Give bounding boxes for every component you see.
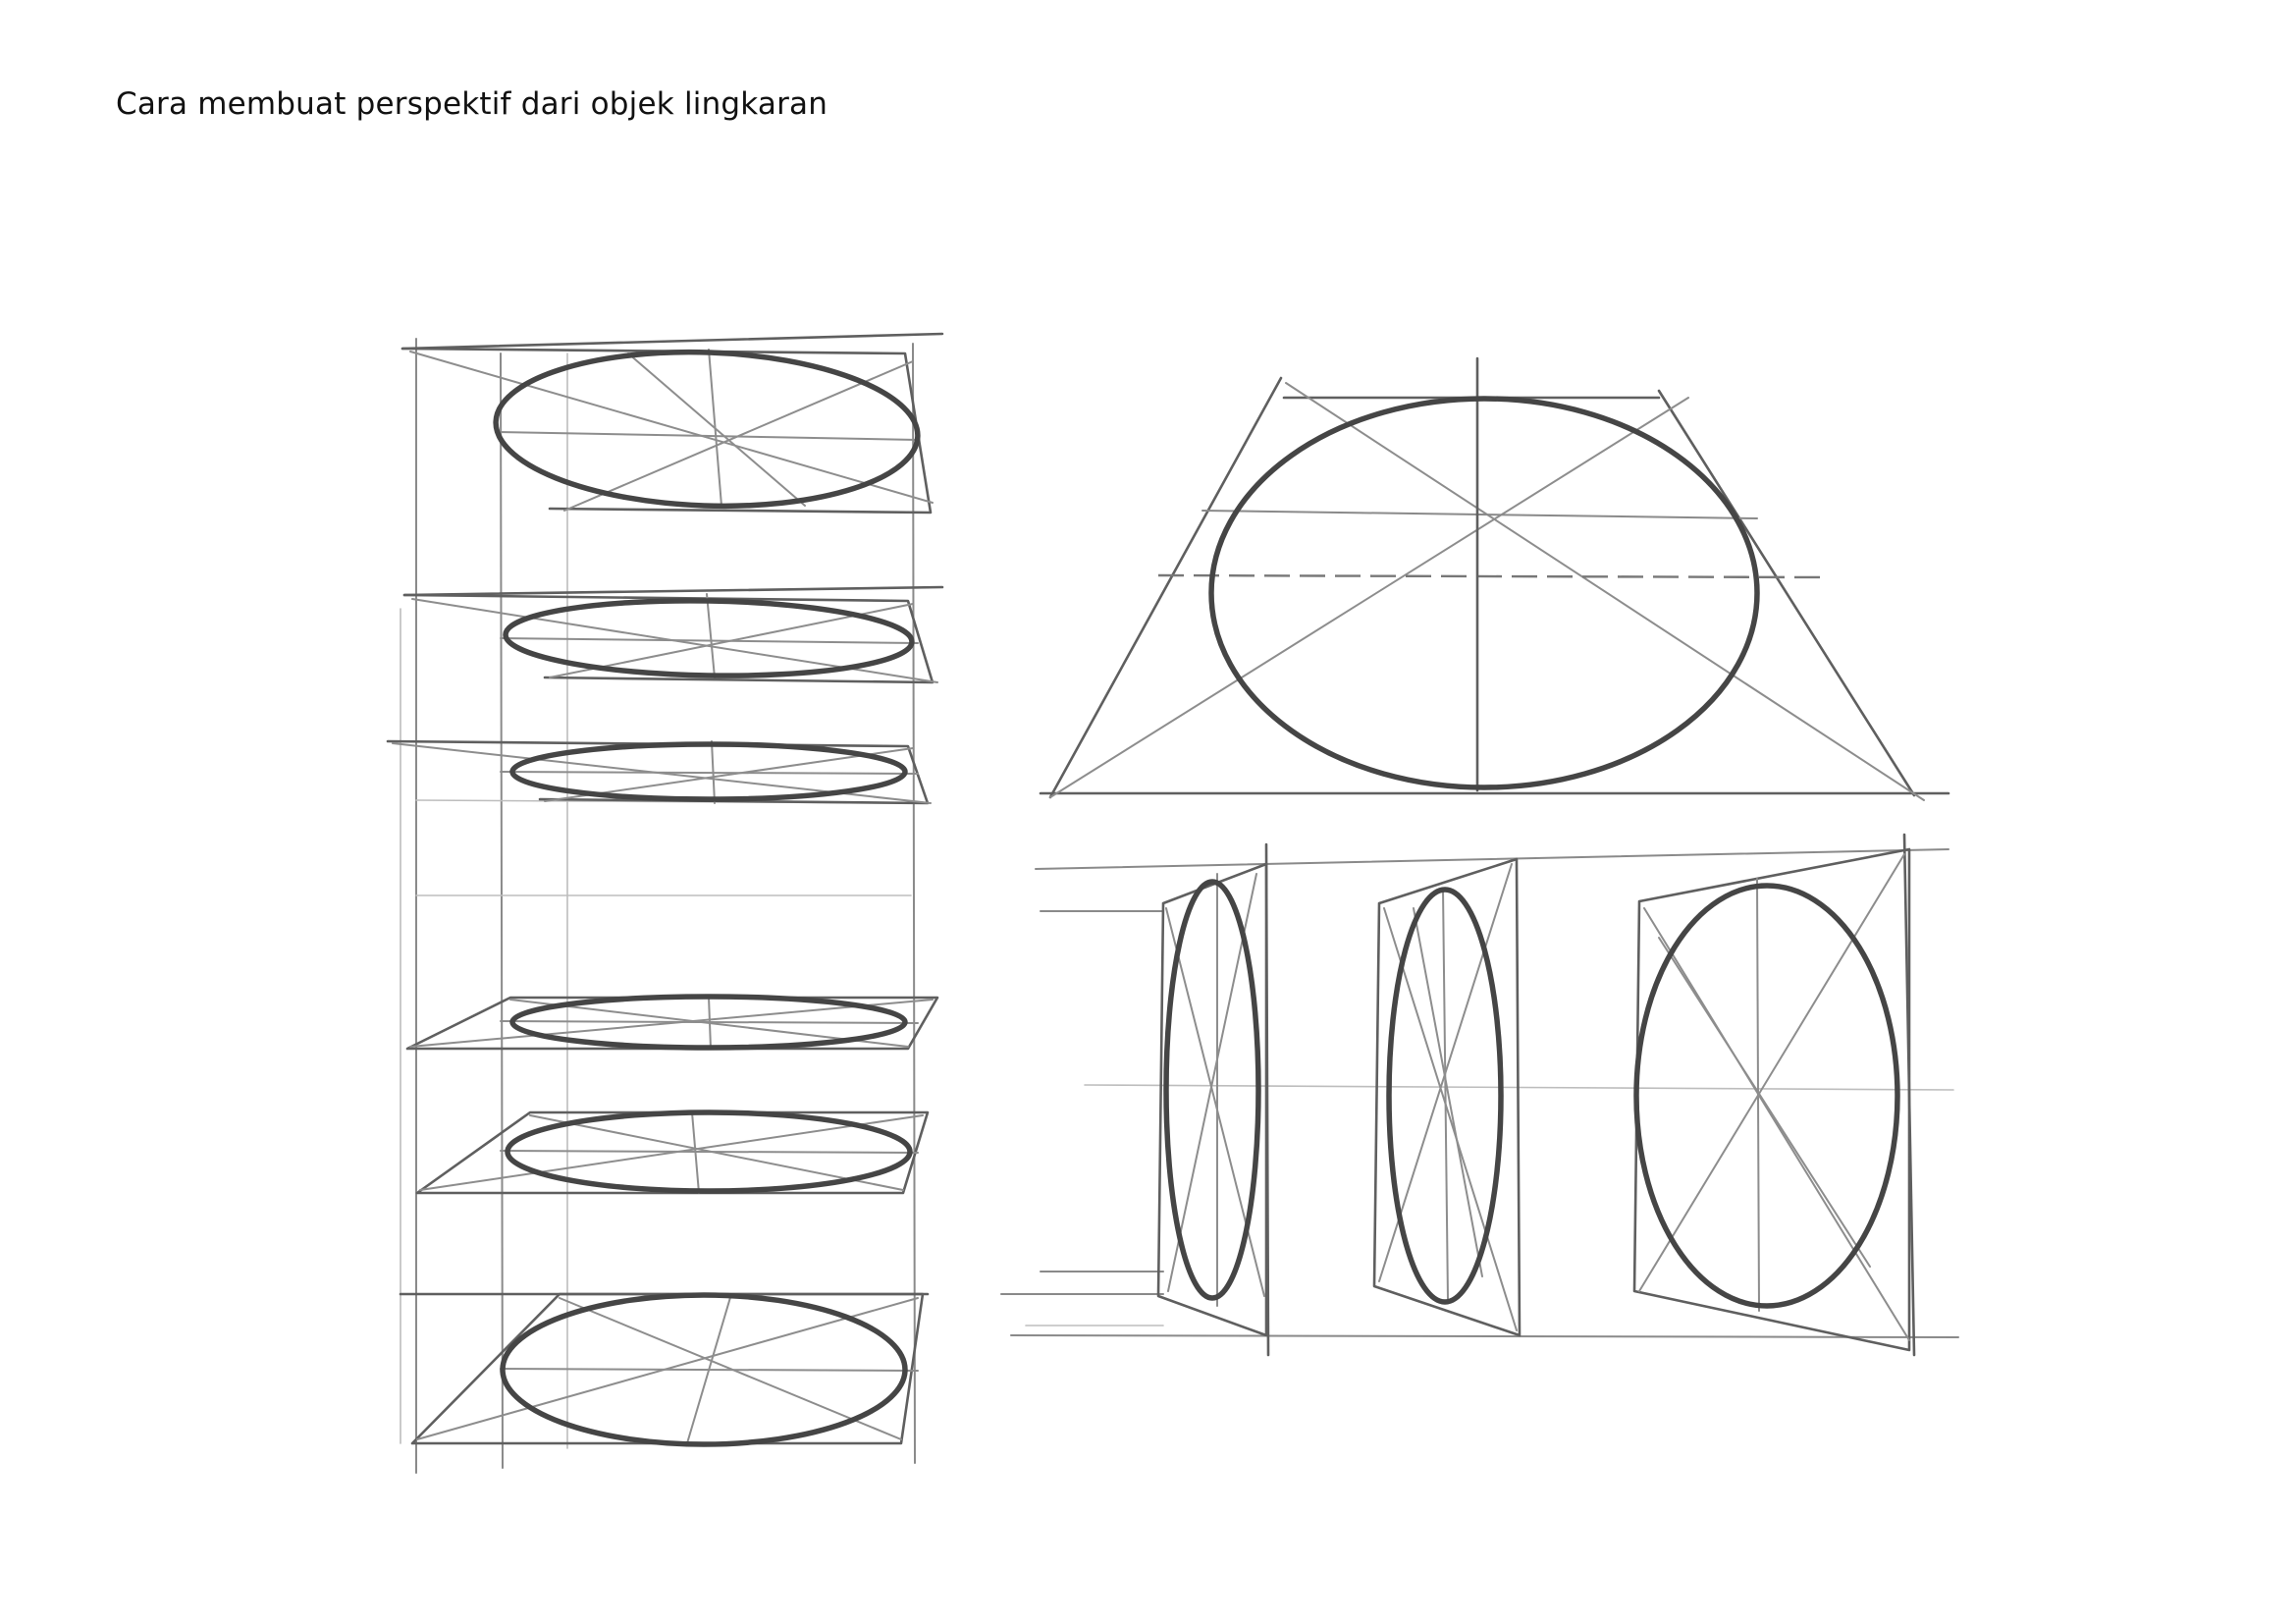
top-view-ellipse-6 <box>399 1292 930 1447</box>
top-view-ellipse-4 <box>405 994 939 1051</box>
side-view-ellipse-3 <box>1632 833 1916 1357</box>
top-view-ellipse-2 <box>402 585 944 684</box>
side-view-ellipse-1 <box>1156 842 1270 1357</box>
top-view-ellipse-3 <box>386 739 932 805</box>
top-view-ellipse-1 <box>400 332 944 514</box>
page-title: Cara membuat perspektif dari objek lingk… <box>116 86 828 122</box>
trapezoid-ellipse-sketch <box>1039 356 1950 801</box>
left-column-sketches <box>386 332 944 1474</box>
side-view-ellipse-2 <box>1372 857 1522 1337</box>
top-view-ellipse-5 <box>415 1110 930 1195</box>
vertical-ellipses-sketch <box>1000 833 1959 1357</box>
